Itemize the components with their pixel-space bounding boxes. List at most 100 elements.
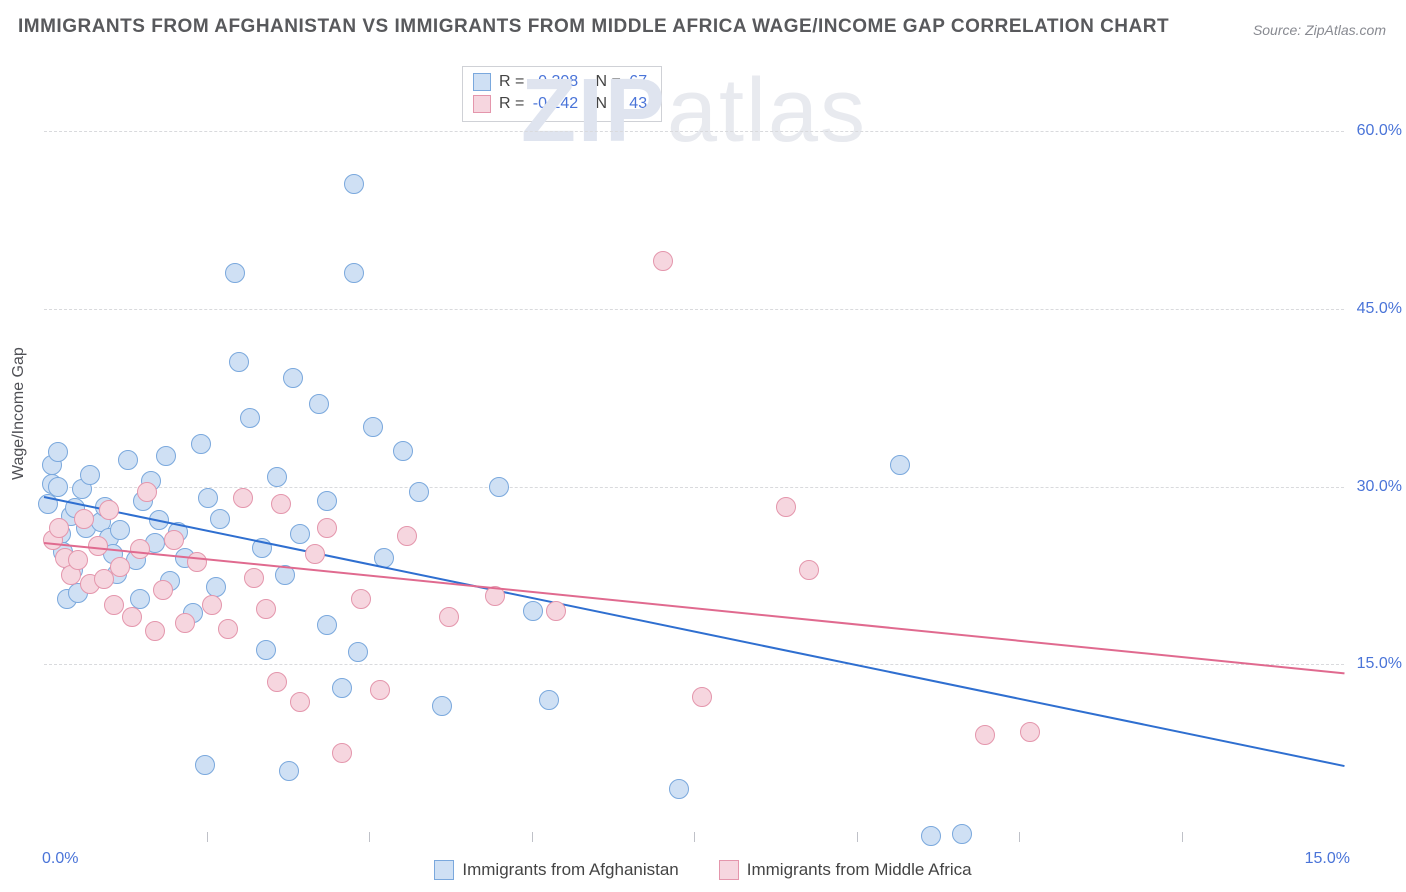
scatter-point-afghanistan bbox=[348, 642, 368, 662]
legend-swatch bbox=[473, 95, 491, 113]
source-prefix: Source: bbox=[1253, 22, 1305, 38]
scatter-point-middle-africa bbox=[267, 672, 287, 692]
scatter-point-afghanistan bbox=[669, 779, 689, 799]
scatter-point-middle-africa bbox=[1020, 722, 1040, 742]
scatter-plot-area: R = -0.308 N = 67 R = -0.242 N = 43 ZIPat… bbox=[44, 60, 1344, 842]
watermark: ZIPatlas bbox=[44, 60, 1344, 520]
watermark-light: atlas bbox=[667, 61, 867, 161]
series-legend: Immigrants from Afghanistan Immigrants fr… bbox=[0, 860, 1406, 880]
scatter-point-afghanistan bbox=[489, 477, 509, 497]
scatter-point-middle-africa bbox=[153, 580, 173, 600]
scatter-point-afghanistan bbox=[80, 465, 100, 485]
gridline bbox=[44, 131, 1344, 132]
scatter-point-middle-africa bbox=[692, 687, 712, 707]
corr-row-middle-africa: R = -0.242 N = 43 bbox=[473, 93, 651, 115]
scatter-point-afghanistan bbox=[309, 394, 329, 414]
scatter-point-middle-africa bbox=[305, 544, 325, 564]
scatter-point-middle-africa bbox=[332, 743, 352, 763]
scatter-point-middle-africa bbox=[202, 595, 222, 615]
scatter-point-afghanistan bbox=[206, 577, 226, 597]
x-tick bbox=[369, 832, 370, 842]
scatter-point-middle-africa bbox=[68, 550, 88, 570]
scatter-point-middle-africa bbox=[370, 680, 390, 700]
scatter-point-afghanistan bbox=[523, 601, 543, 621]
scatter-point-middle-africa bbox=[137, 482, 157, 502]
scatter-point-middle-africa bbox=[256, 599, 276, 619]
corr-text: R = -0.242 N = 43 bbox=[499, 95, 651, 113]
gridline bbox=[44, 664, 1344, 665]
scatter-point-afghanistan bbox=[539, 690, 559, 710]
scatter-point-afghanistan bbox=[344, 174, 364, 194]
scatter-point-middle-africa bbox=[74, 509, 94, 529]
y-tick-label: 30.0% bbox=[1357, 478, 1402, 496]
x-tick bbox=[694, 832, 695, 842]
scatter-point-middle-africa bbox=[799, 560, 819, 580]
scatter-point-afghanistan bbox=[195, 755, 215, 775]
y-tick-label: 45.0% bbox=[1357, 300, 1402, 318]
scatter-point-middle-africa bbox=[218, 619, 238, 639]
scatter-point-middle-africa bbox=[94, 569, 114, 589]
scatter-point-afghanistan bbox=[393, 441, 413, 461]
scatter-point-afghanistan bbox=[48, 477, 68, 497]
legend-item-middle-africa: Immigrants from Middle Africa bbox=[719, 860, 972, 880]
correlation-legend: R = -0.308 N = 67 R = -0.242 N = 43 bbox=[462, 66, 662, 122]
x-tick bbox=[1019, 832, 1020, 842]
scatter-point-middle-africa bbox=[317, 518, 337, 538]
y-tick-label: 15.0% bbox=[1357, 655, 1402, 673]
scatter-point-afghanistan bbox=[344, 263, 364, 283]
scatter-point-afghanistan bbox=[290, 524, 310, 544]
scatter-point-middle-africa bbox=[49, 518, 69, 538]
scatter-point-middle-africa bbox=[546, 601, 566, 621]
scatter-point-afghanistan bbox=[229, 352, 249, 372]
scatter-point-afghanistan bbox=[240, 408, 260, 428]
scatter-point-afghanistan bbox=[198, 488, 218, 508]
scatter-point-afghanistan bbox=[256, 640, 276, 660]
scatter-point-afghanistan bbox=[156, 446, 176, 466]
scatter-point-afghanistan bbox=[363, 417, 383, 437]
scatter-point-afghanistan bbox=[110, 520, 130, 540]
scatter-point-afghanistan bbox=[118, 450, 138, 470]
legend-item-afghanistan: Immigrants from Afghanistan bbox=[434, 860, 678, 880]
y-tick-label: 60.0% bbox=[1357, 122, 1402, 140]
scatter-point-afghanistan bbox=[921, 826, 941, 846]
x-tick bbox=[1182, 832, 1183, 842]
scatter-point-afghanistan bbox=[48, 442, 68, 462]
scatter-point-middle-africa bbox=[244, 568, 264, 588]
scatter-point-middle-africa bbox=[351, 589, 371, 609]
scatter-point-afghanistan bbox=[283, 368, 303, 388]
scatter-point-middle-africa bbox=[776, 497, 796, 517]
legend-swatch bbox=[719, 860, 739, 880]
scatter-point-afghanistan bbox=[225, 263, 245, 283]
legend-label: Immigrants from Middle Africa bbox=[747, 860, 972, 880]
corr-row-afghanistan: R = -0.308 N = 67 bbox=[473, 71, 651, 93]
scatter-point-middle-africa bbox=[233, 488, 253, 508]
scatter-point-afghanistan bbox=[890, 455, 910, 475]
scatter-point-middle-africa bbox=[439, 607, 459, 627]
trend-line-middle-africa bbox=[44, 542, 1344, 674]
legend-swatch bbox=[473, 73, 491, 91]
legend-label: Immigrants from Afghanistan bbox=[462, 860, 678, 880]
scatter-point-middle-africa bbox=[975, 725, 995, 745]
scatter-point-afghanistan bbox=[317, 615, 337, 635]
scatter-point-middle-africa bbox=[397, 526, 417, 546]
scatter-point-middle-africa bbox=[104, 595, 124, 615]
trend-line-afghanistan bbox=[44, 496, 1344, 767]
scatter-point-middle-africa bbox=[164, 530, 184, 550]
scatter-point-afghanistan bbox=[191, 434, 211, 454]
gridline bbox=[44, 487, 1344, 488]
scatter-point-middle-africa bbox=[145, 621, 165, 641]
x-tick bbox=[532, 832, 533, 842]
gridline bbox=[44, 309, 1344, 310]
scatter-point-afghanistan bbox=[332, 678, 352, 698]
scatter-point-middle-africa bbox=[271, 494, 291, 514]
scatter-point-afghanistan bbox=[279, 761, 299, 781]
scatter-point-middle-africa bbox=[99, 500, 119, 520]
x-tick bbox=[857, 832, 858, 842]
scatter-point-afghanistan bbox=[210, 509, 230, 529]
scatter-point-afghanistan bbox=[432, 696, 452, 716]
scatter-point-afghanistan bbox=[267, 467, 287, 487]
source-attribution: Source: ZipAtlas.com bbox=[1253, 22, 1386, 38]
source-link[interactable]: ZipAtlas.com bbox=[1305, 22, 1386, 38]
legend-swatch bbox=[434, 860, 454, 880]
x-tick bbox=[207, 832, 208, 842]
